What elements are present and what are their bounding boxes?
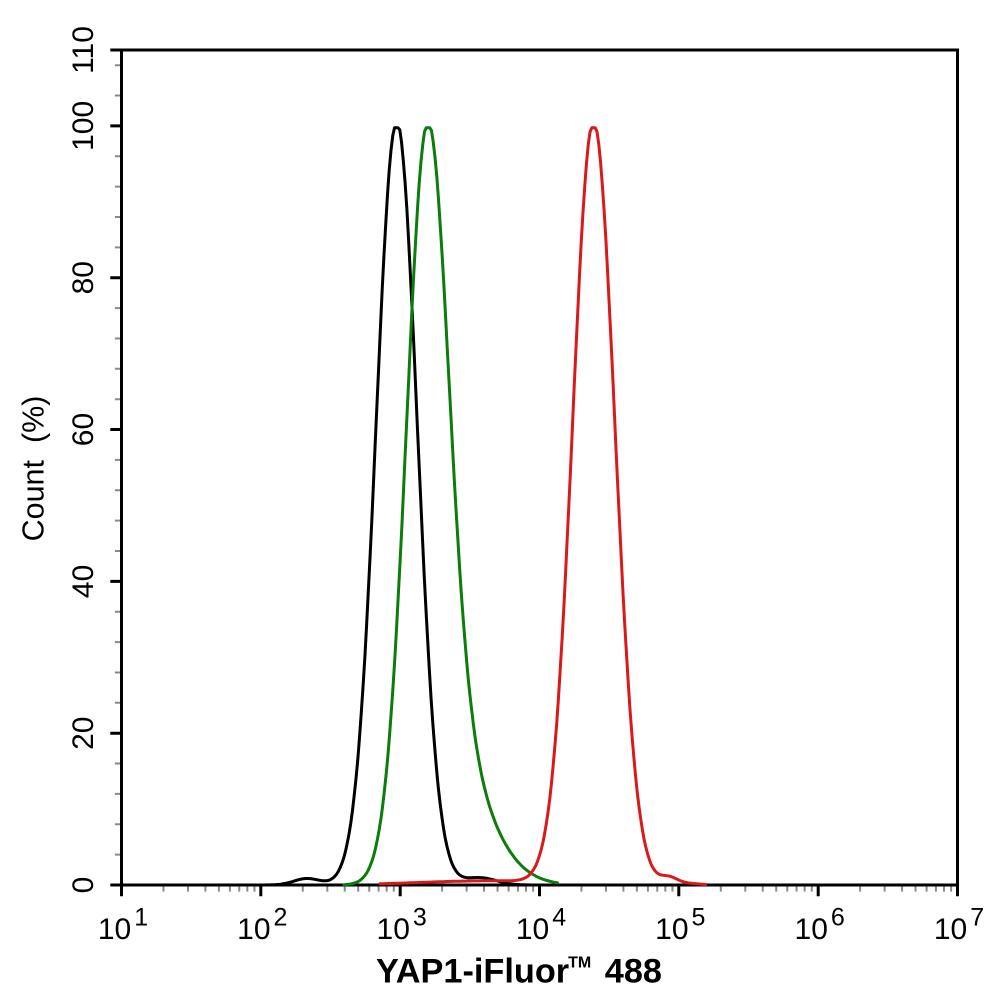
svg-text:110: 110 [67,26,100,74]
svg-text:Count (%): Count (%) [17,396,51,542]
svg-text:60: 60 [67,413,100,446]
svg-text:20: 20 [67,717,100,750]
svg-text:80: 80 [67,261,100,294]
svg-text:YAP1-iFluorTM 488: YAP1-iFluorTM 488 [376,952,662,990]
svg-text:40: 40 [67,565,100,598]
svg-text:100: 100 [67,101,100,151]
svg-text:0: 0 [67,877,100,894]
